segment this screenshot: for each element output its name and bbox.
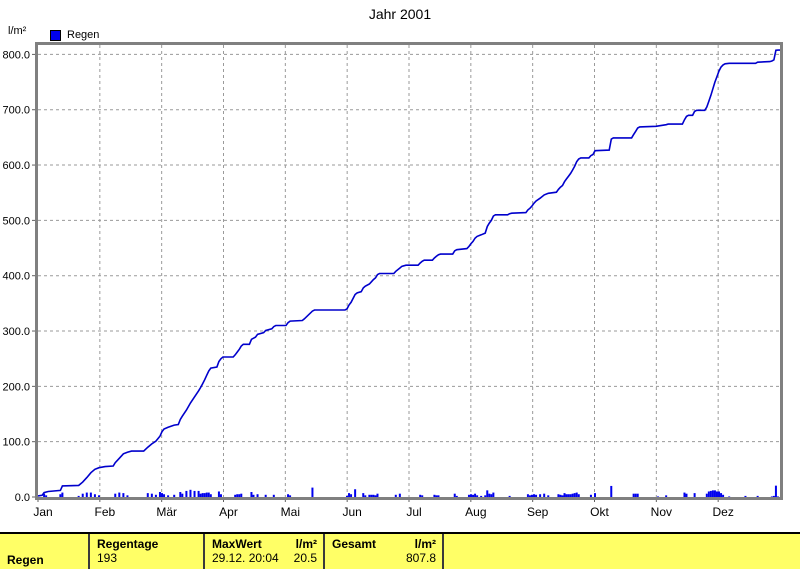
regentage-header: Regentage: [97, 537, 159, 551]
svg-text:400.0: 400.0: [2, 271, 30, 283]
svg-text:600.0: 600.0: [2, 160, 30, 172]
table-cell-gesamt: Gesamt l/m² 807.8: [323, 534, 442, 569]
svg-text:Sep: Sep: [527, 505, 549, 519]
gesamt-value: 807.8: [405, 551, 436, 565]
summary-table: Regen Regentage 193 MaxWert l/m² 29.12. …: [0, 532, 800, 569]
svg-text:300.0: 300.0: [2, 326, 30, 338]
table-cell-maxwert: MaxWert l/m² 29.12. 20:04 20.5: [203, 534, 323, 569]
table-row-label: Regen: [7, 553, 44, 567]
table-cell-empty: [442, 534, 800, 569]
svg-text:Jan: Jan: [33, 505, 52, 519]
svg-text:100.0: 100.0: [2, 437, 30, 449]
svg-text:500.0: 500.0: [2, 215, 30, 227]
maxwert-unit: l/m²: [295, 537, 317, 551]
svg-text:Jul: Jul: [406, 505, 421, 519]
svg-text:700.0: 700.0: [2, 105, 30, 117]
table-cell-regentage: Regentage 193: [88, 534, 203, 569]
maxwert-header: MaxWert: [212, 537, 262, 551]
svg-text:Jun: Jun: [342, 505, 361, 519]
svg-text:800.0: 800.0: [2, 49, 30, 61]
legend-label: Regen: [67, 29, 100, 41]
maxwert-value: 20.5: [293, 551, 317, 565]
svg-text:Nov: Nov: [651, 505, 672, 519]
svg-text:200.0: 200.0: [2, 381, 30, 393]
maxwert-datetime: 29.12. 20:04: [212, 551, 279, 565]
svg-text:Apr: Apr: [219, 505, 238, 519]
svg-text:Mär: Mär: [156, 505, 177, 519]
rain-cumulative-chart: 0.0 100.0 200.0 300.0 400.0 500.0 600.0 700.0 80…: [2, 42, 783, 519]
y-axis-unit-label: l/m²: [8, 25, 27, 37]
svg-text:0.0: 0.0: [15, 492, 30, 504]
regentage-value: 193: [97, 551, 118, 565]
chart-title: Jahr 2001: [368, 6, 432, 22]
gesamt-header: Gesamt: [332, 537, 377, 551]
gesamt-unit: l/m²: [414, 537, 436, 551]
legend-color-swatch-icon: [50, 29, 61, 41]
svg-text:Okt: Okt: [590, 505, 609, 519]
svg-text:Aug: Aug: [465, 505, 486, 519]
svg-text:Mai: Mai: [281, 505, 300, 519]
svg-text:Dez: Dez: [712, 505, 733, 519]
chart-legend: Regen: [50, 29, 99, 41]
svg-text:Feb: Feb: [94, 505, 115, 519]
table-cell-series: Regen: [0, 534, 88, 569]
